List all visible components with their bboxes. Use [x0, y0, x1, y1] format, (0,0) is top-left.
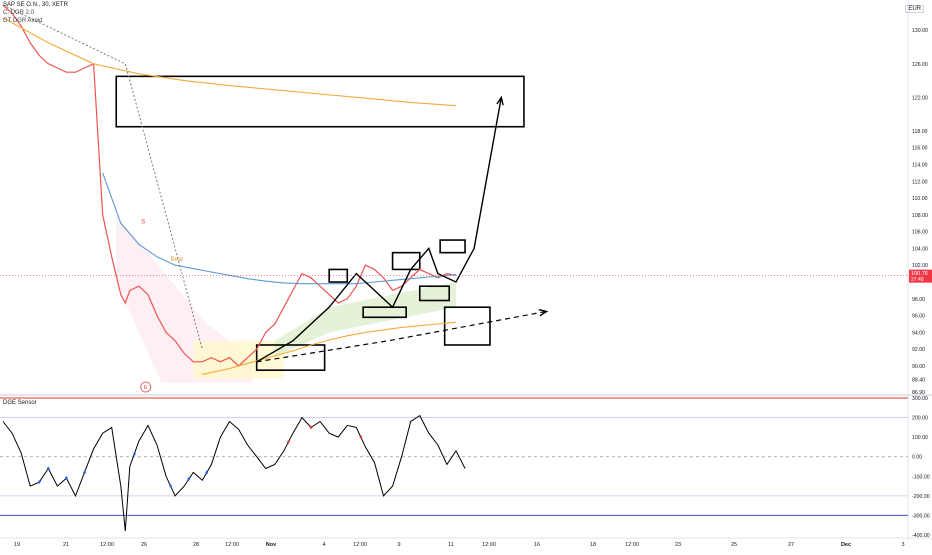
price-tick-label: 94.00 — [912, 330, 925, 336]
projection-boxes — [115, 75, 525, 383]
price-tick-label: 102.00 — [912, 263, 928, 269]
symbol-title: SAP SE O.N., 30, XETR — [3, 2, 68, 8]
price-tick-label: 130.00 — [912, 28, 928, 34]
bear-label: Bear — [171, 257, 184, 263]
red-marker: ♦ — [309, 424, 313, 431]
oscillator-tick-label: -300.00 — [912, 513, 930, 519]
event-circle — [140, 381, 152, 393]
price-tick-label: 112.00 — [912, 179, 928, 185]
blue-marker: ♦ — [187, 476, 191, 483]
oscillator-tick-label: -400.00 — [912, 533, 930, 539]
target-zone-box — [115, 75, 525, 128]
price-tick-label: 110.00 — [912, 196, 928, 202]
x-tick-label: 3 — [901, 542, 904, 548]
x-tick-label: 25 — [731, 542, 737, 548]
x-tick-label: 21 — [63, 542, 69, 548]
price-tick-label: 106.00 — [912, 230, 928, 236]
swing-low-box-2 — [418, 285, 451, 302]
oscillator-tick-label: 300.00 — [912, 396, 928, 402]
price-tick-label: 90.00 — [912, 364, 925, 370]
gray-trend-line — [2, 4, 203, 350]
price-tick-label: 88.40 — [912, 377, 925, 383]
x-tick-label: 18 — [590, 542, 596, 548]
current-price-tag — [909, 269, 932, 283]
swing-high-box-2 — [391, 251, 421, 271]
x-tick-label: 28 — [193, 542, 199, 548]
orange-ma-line — [2, 17, 457, 107]
x-tick-label: 27 — [788, 542, 794, 548]
x-tick-label: 19 — [14, 542, 20, 548]
pullback-box — [443, 306, 491, 346]
current-price-time: 27:49 — [911, 277, 924, 283]
price-tick-label: 96.00 — [912, 314, 925, 320]
oscillator-tick-label: -200.00 — [912, 494, 930, 500]
forecast-dashed-arrowhead — [538, 309, 549, 317]
red-marker: ♦ — [287, 439, 291, 446]
event-label: E — [144, 385, 148, 391]
blue-marker: ♦ — [169, 483, 173, 490]
x-tick-label: 16 — [534, 542, 540, 548]
price-tick-label: 114.00 — [912, 163, 928, 169]
x-tick-label: 23 — [675, 542, 681, 548]
blue-ma-line — [102, 172, 457, 285]
blue-marker: ♦ — [205, 469, 209, 476]
price-tick-label: 122.00 — [912, 95, 928, 101]
swing-high-box-1 — [328, 268, 349, 283]
price-tick-label: 108.00 — [912, 213, 928, 219]
x-tick-label: 12:00 — [353, 542, 367, 548]
price-tick-label: 104.00 — [912, 246, 928, 252]
base-zone-box — [255, 344, 326, 371]
price-tick-label: 86.90 — [912, 390, 925, 396]
price-tick-label: 116.00 — [912, 146, 928, 152]
blue-marker: ♦ — [133, 451, 137, 458]
blue-marker: ♦ — [65, 475, 69, 482]
x-tick-label: 11 — [448, 542, 454, 548]
swing-low-box-1 — [362, 306, 407, 319]
forecast-up-arrowhead — [496, 95, 504, 106]
x-axis: 19 21 12:00 26 28 12:00 Nov 4 12:00 9 11 12:00 16 18 1… — [14, 542, 905, 548]
x-tick-label: 12:00 — [225, 542, 239, 548]
oscillator-line — [2, 414, 466, 532]
forecast-up-line — [256, 97, 502, 363]
currency-label: EUR — [905, 5, 924, 13]
oscillator-tick-label: 100.00 — [912, 435, 928, 441]
x-tick-label: Dec — [841, 542, 851, 548]
x-tick-label: 26 — [141, 542, 147, 548]
x-tick-label: 12:00 — [625, 542, 639, 548]
oscillator-tick-label: 200.00 — [912, 416, 928, 422]
price-line — [2, 4, 457, 367]
indicator-label-1[interactable]: C. DGR 2.0 — [3, 10, 35, 16]
indicator-label-2[interactable]: GT DGR Avoid — [3, 18, 43, 24]
price-tick-label: 118.00 — [912, 129, 928, 135]
green-zone — [274, 282, 456, 358]
swing-high-box-3 — [439, 239, 466, 254]
sell-label: S — [141, 219, 145, 225]
price-tick-label: 98.00 — [912, 297, 925, 303]
oscillator-tick-label: -100.00 — [912, 474, 930, 480]
price-tick-label: 126.00 — [912, 62, 928, 68]
x-tick-label: Nov — [266, 542, 277, 548]
current-price-value: 100.76 — [911, 271, 928, 277]
price-pane: Bear S E — [0, 4, 908, 393]
red-marker: ♦ — [359, 434, 363, 441]
blue-marker: ♦ — [37, 479, 41, 486]
oscillator-pane: DGE Sensor ♦ ♦ ♦ ♦ ♦ ♦ ♦ ♦ ♦ ♦ ♦ — [0, 397, 908, 532]
blue-marker: ♦ — [83, 469, 87, 476]
x-tick-label: 9 — [397, 542, 400, 548]
x-tick-label: 12:00 — [100, 542, 114, 548]
x-tick-label: 4 — [322, 542, 325, 548]
oscillator-title: DGE Sensor — [3, 400, 37, 406]
x-tick-label: 12:00 — [482, 542, 496, 548]
blue-marker: ♦ — [47, 465, 51, 472]
grid-lines — [0, 0, 932, 540]
price-tick-label: 92.00 — [912, 347, 925, 353]
oscillator-tick-label: 0.00 — [912, 455, 922, 461]
